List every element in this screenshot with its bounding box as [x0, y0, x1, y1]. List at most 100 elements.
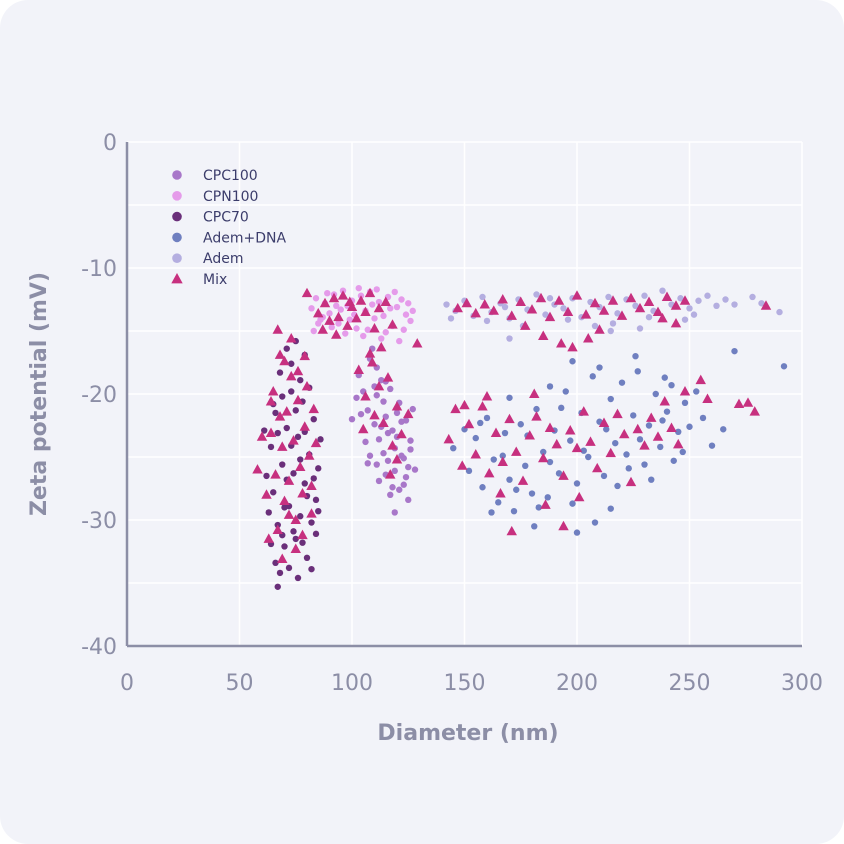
data-point: [297, 456, 304, 463]
data-point: [758, 300, 765, 307]
data-point: [614, 310, 621, 317]
data-point: [303, 554, 311, 561]
data-point: [367, 357, 378, 367]
data-point: [297, 376, 304, 384]
data-point: [760, 300, 772, 310]
data-point: [497, 294, 508, 304]
data-point: [312, 496, 320, 504]
data-point: [391, 401, 403, 411]
data-point: [646, 412, 657, 422]
data-point: [583, 333, 594, 343]
data-point: [603, 426, 610, 433]
data-point: [488, 509, 495, 516]
data-point: [520, 320, 531, 330]
data-point: [355, 295, 367, 305]
legend-marker: [171, 273, 183, 284]
legend-marker: [172, 232, 182, 243]
data-point: [351, 312, 362, 323]
data-point: [366, 452, 374, 459]
data-point: [571, 290, 583, 300]
y-tick-label: 0: [103, 131, 117, 156]
data-point: [270, 489, 277, 496]
data-point: [612, 408, 623, 419]
data-point: [619, 428, 630, 439]
data-point: [580, 447, 587, 454]
data-point: [310, 437, 322, 448]
data-point: [488, 305, 499, 315]
data-point: [301, 287, 313, 298]
data-point: [636, 436, 644, 443]
data-point: [546, 458, 554, 466]
data-point: [652, 431, 664, 441]
data-point: [447, 315, 455, 322]
data-point: [288, 360, 295, 367]
data-point: [281, 406, 292, 416]
data-point: [630, 412, 637, 419]
data-point: [391, 454, 403, 464]
data-point: [558, 520, 569, 531]
data-point: [402, 311, 410, 318]
data-point: [346, 316, 353, 323]
data-point: [380, 296, 391, 306]
data-point: [290, 514, 301, 524]
data-point: [668, 381, 675, 389]
data-point: [457, 460, 468, 470]
data-point: [324, 315, 335, 325]
data-point: [648, 476, 655, 483]
data-point: [407, 317, 414, 325]
data-point: [391, 288, 398, 296]
data-point: [371, 315, 378, 322]
data-point: [396, 486, 403, 493]
legend-marker: [172, 211, 182, 222]
data-point: [277, 553, 288, 564]
legend-label: CPN100: [203, 189, 258, 205]
data-point: [659, 417, 666, 424]
data-point: [661, 374, 668, 381]
data-point: [558, 470, 569, 480]
data-point: [535, 292, 547, 303]
legend-item: Adem: [172, 251, 243, 267]
data-point: [373, 380, 385, 391]
data-point: [659, 396, 670, 406]
data-point: [661, 291, 673, 301]
data-point: [657, 312, 668, 323]
data-point: [317, 324, 328, 334]
data-point: [385, 469, 396, 479]
data-point: [324, 290, 331, 297]
data-point: [573, 480, 581, 487]
data-point: [506, 525, 517, 536]
data-point: [544, 422, 556, 432]
data-point: [465, 467, 473, 475]
data-point: [308, 565, 315, 573]
data-point: [346, 301, 358, 312]
data-point: [375, 298, 383, 306]
data-point: [636, 325, 644, 332]
data-point: [598, 305, 610, 315]
data-point: [276, 569, 284, 577]
data-point: [331, 329, 342, 339]
legend-label: CPC70: [203, 210, 249, 226]
data-point: [722, 296, 729, 303]
data-point: [528, 490, 536, 497]
data-point: [481, 391, 493, 401]
data-point: [450, 444, 457, 452]
data-point: [490, 456, 497, 463]
legend-item: CPN100: [172, 189, 258, 205]
data-point: [310, 327, 317, 335]
data-point: [571, 442, 583, 453]
x-axis-title: Diameter (nm): [377, 721, 558, 746]
data-point: [283, 509, 295, 519]
data-point: [299, 421, 310, 431]
data-point: [373, 286, 380, 293]
data-point: [344, 296, 355, 306]
data-point: [592, 462, 603, 473]
data-point: [308, 403, 319, 414]
y-tick-label: -40: [81, 635, 117, 660]
data-point: [286, 370, 297, 381]
data-point: [490, 427, 502, 438]
y-tick-label: -30: [81, 509, 117, 534]
data-point: [643, 296, 655, 306]
data-point: [600, 472, 608, 480]
data-point: [542, 311, 549, 318]
data-point: [391, 509, 398, 516]
